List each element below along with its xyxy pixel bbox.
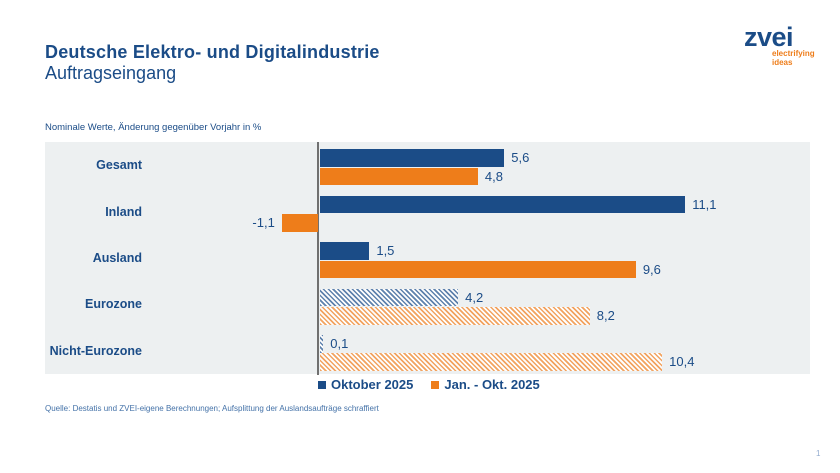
category-label: Inland	[105, 204, 142, 219]
chart-bar	[320, 307, 590, 325]
bar-value-label: 10,4	[669, 354, 695, 370]
category-label: Ausland	[92, 250, 142, 265]
bar-value-label: 4,2	[465, 289, 484, 305]
page-title: Deutsche Elektro- und Digitalindustrie	[45, 42, 380, 62]
chart-bar	[320, 195, 686, 214]
bar-value-label: 5,6	[511, 150, 530, 166]
bar-value-label: 0,1	[330, 336, 349, 351]
bar-value-label: 8,2	[596, 308, 615, 323]
page-number: 1	[816, 449, 821, 458]
chart-bar	[320, 167, 478, 186]
bar-value-label: 4,8	[484, 168, 503, 184]
zvei-logo-tagline: electrifying ideas	[772, 49, 815, 67]
legend-item: Oktober 2025	[318, 377, 413, 392]
chart-caption: Nominale Werte, Änderung gegenüber Vorja…	[45, 122, 262, 133]
source-note: Quelle: Destatis und ZVEI-eigene Berechn…	[45, 404, 379, 413]
bar-value-label: -1,1	[252, 215, 275, 231]
legend-swatch	[318, 380, 326, 389]
category-label: Nicht-Eurozone	[49, 343, 142, 358]
zero-axis-line	[317, 142, 319, 375]
zvei-logo-wordmark: zvei	[744, 22, 794, 52]
bar-value-label: 11,1	[692, 196, 717, 212]
chart-legend: Oktober 2025 Jan. - Okt. 2025	[318, 377, 540, 392]
chart-bar	[281, 214, 318, 232]
chart-bar	[320, 242, 370, 260]
legend-label: Oktober 2025	[331, 377, 414, 392]
page-subtitle: Auftragseingang	[45, 63, 177, 83]
bar-value-label: 9,6	[642, 261, 661, 277]
chart-bar	[320, 260, 636, 279]
category-label: Eurozone	[85, 297, 142, 312]
chart-bar	[320, 288, 459, 307]
chart-bar	[320, 335, 324, 353]
legend-swatch	[431, 380, 440, 389]
category-label: Gesamt	[96, 158, 142, 173]
zvei-logo: zvei electrifying ideas	[744, 24, 824, 67]
chart-bar	[320, 353, 663, 371]
legend-label: Jan. - Okt. 2025	[444, 377, 540, 392]
bar-value-label: 1,5	[376, 243, 395, 259]
bar-chart: Gesamt 5,6 4,8 Inland 11,1 -1,1 Ausland 1,5 9,6 E…	[45, 142, 810, 375]
chart-bar	[320, 149, 505, 167]
legend-item: Jan. - Okt. 2025	[431, 377, 540, 392]
